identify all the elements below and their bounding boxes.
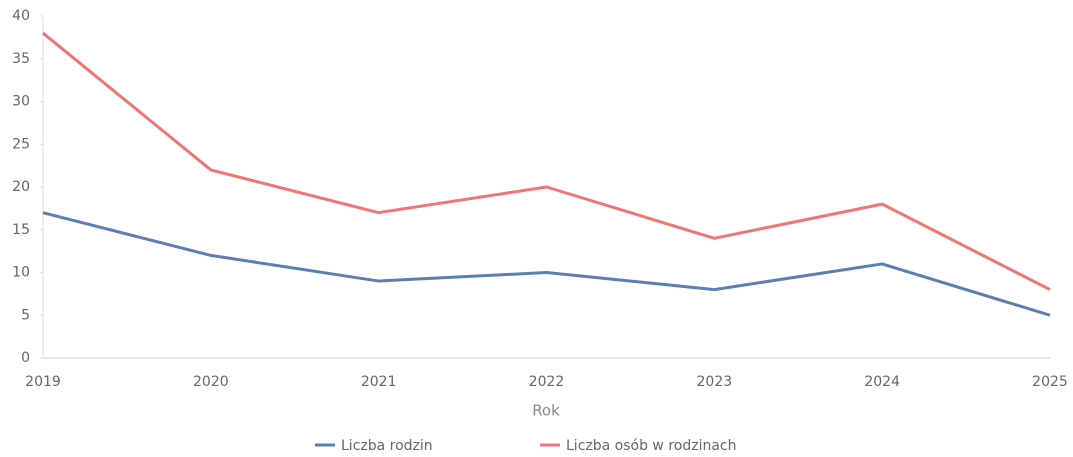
y-tick-label: 0 (21, 350, 30, 366)
legend-label: Liczba osób w rodzinach (566, 438, 736, 454)
x-tick-label: 2022 (529, 374, 565, 390)
y-tick-label: 35 (12, 51, 30, 67)
y-tick-label: 25 (12, 136, 30, 152)
line-series (42, 31, 1051, 291)
x-tick-label: 2020 (193, 374, 229, 390)
x-tick-label: 2025 (1032, 374, 1068, 390)
x-tick-label: 2023 (697, 374, 733, 390)
line-series (42, 211, 1051, 317)
x-tick-label: 2021 (361, 374, 397, 390)
y-tick-label: 10 (12, 265, 30, 281)
y-tick-label: 5 (21, 307, 30, 323)
x-tick-label: 2019 (25, 374, 61, 390)
legend-label: Liczba rodzin (341, 438, 433, 454)
x-tick-label: 2024 (864, 374, 900, 390)
y-tick-label: 15 (12, 222, 30, 238)
y-tick-label: 30 (12, 94, 30, 110)
y-tick-label: 20 (12, 179, 30, 195)
y-tick-label: 40 (12, 8, 30, 24)
x-axis-label: Rok (532, 402, 560, 420)
